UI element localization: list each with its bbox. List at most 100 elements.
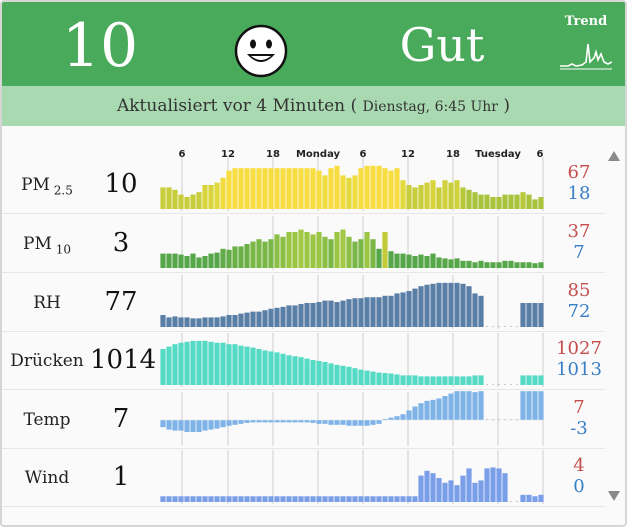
chart-bar [448, 182, 454, 209]
chart-bar [274, 168, 280, 209]
chart-bar [496, 468, 502, 502]
chart-bar [316, 232, 322, 268]
chart-bar [334, 302, 340, 327]
row-value: 10 [104, 169, 138, 199]
chart-bar [394, 293, 400, 327]
time-tick-label: Tuesday [475, 149, 521, 160]
history-chart-pm25[interactable] [160, 155, 544, 213]
chart-bar [196, 318, 202, 327]
chart-bar [244, 244, 250, 268]
chart-bar [292, 168, 298, 209]
scroll-down-icon[interactable] [607, 490, 621, 502]
chart-bar [214, 317, 220, 327]
chart-bar [172, 189, 178, 209]
row-max: 85 [567, 280, 591, 301]
chart-gap-dot [504, 326, 506, 327]
chart-bar [268, 168, 274, 209]
chart-bar [526, 303, 532, 327]
chart-bar [310, 234, 316, 268]
chart-bar [250, 241, 256, 268]
chart-bar [520, 192, 526, 209]
chart-bar [178, 254, 184, 268]
chart-bar [160, 420, 166, 428]
chart-bar [274, 307, 280, 327]
chart-bar [520, 391, 526, 420]
chart-bar [454, 282, 460, 327]
row-label: PM 10 [2, 214, 92, 272]
row-wind[interactable]: Wind 1 4 0 [2, 448, 605, 507]
history-chart-druecken[interactable] [160, 331, 544, 389]
row-rh[interactable]: RH 77 85 72 [2, 272, 605, 332]
chart-bar [436, 398, 442, 420]
chart-bar [196, 340, 202, 385]
chart-bar [340, 365, 346, 385]
row-pm10[interactable]: PM 10 3 37 7 [2, 214, 605, 273]
row-max: 67 [567, 162, 591, 183]
chart-bar [226, 496, 232, 502]
chart-bar [478, 260, 484, 268]
chart-bar [532, 199, 538, 209]
chart-bar [346, 299, 352, 327]
row-druecken[interactable]: Drücken 1014 1027 1013 [2, 331, 605, 390]
chart-bar [448, 376, 454, 385]
chart-gap-dot [492, 384, 494, 385]
chart-bar [262, 168, 268, 209]
chart-bar [214, 496, 220, 502]
chart-bar [220, 420, 226, 428]
chart-bar [376, 165, 382, 209]
row-min: 0 [573, 476, 585, 497]
chart-bar [292, 356, 298, 385]
history-chart-pm10[interactable] [160, 214, 544, 272]
chart-bar [196, 420, 202, 432]
chart-bar [262, 420, 268, 423]
chart-bar [238, 345, 244, 385]
history-chart-temp[interactable] [160, 390, 544, 448]
chart-bar [298, 496, 304, 502]
chart-bar [472, 482, 478, 502]
trend-label[interactable]: Trend [564, 14, 608, 29]
trend-icon[interactable] [560, 36, 612, 70]
chart-bar [172, 253, 178, 268]
chart-bar [316, 170, 322, 209]
chart-bar [490, 467, 496, 502]
chart-bar [382, 232, 388, 268]
scroll-up-icon[interactable] [607, 150, 621, 162]
chart-bar [376, 496, 382, 502]
chart-bar [538, 494, 544, 502]
chart-bar [340, 300, 346, 327]
chart-bar [166, 496, 172, 502]
chart-bar [178, 496, 184, 502]
chart-bar [232, 315, 238, 327]
row-pm25[interactable]: PM 2.5 10 67 18 [2, 134, 605, 214]
chart-gap-dot [516, 419, 518, 420]
chart-bar [346, 236, 352, 268]
chart-gap-dot [510, 419, 512, 420]
chart-bar [220, 248, 226, 268]
chart-bar [334, 232, 340, 268]
history-chart-wind[interactable] [160, 448, 544, 506]
chart-bar [274, 496, 280, 502]
time-tick-label: Monday [296, 149, 341, 160]
chart-gap-dot [510, 501, 512, 502]
chart-bar [460, 187, 466, 209]
chart-bar [412, 256, 418, 268]
chart-bar [184, 496, 190, 502]
chart-bar [238, 496, 244, 502]
chart-bar [184, 341, 190, 385]
chart-bar [286, 232, 292, 268]
row-label-text: Drücken [10, 351, 84, 371]
chart-bar [214, 252, 220, 268]
chart-bar [442, 282, 448, 327]
chart-bar [526, 262, 532, 268]
chart-bar [430, 180, 436, 209]
row-max: 7 [573, 397, 585, 418]
row-temp[interactable]: Temp 7 7 -3 [2, 389, 605, 449]
chart-bar [538, 197, 544, 209]
chart-bar [352, 241, 358, 268]
chart-bar [406, 496, 412, 502]
history-chart-rh[interactable] [160, 273, 544, 331]
chart-bar [436, 282, 442, 327]
chart-bar [310, 360, 316, 385]
chart-bar [358, 168, 364, 209]
chart-bar [250, 420, 256, 423]
